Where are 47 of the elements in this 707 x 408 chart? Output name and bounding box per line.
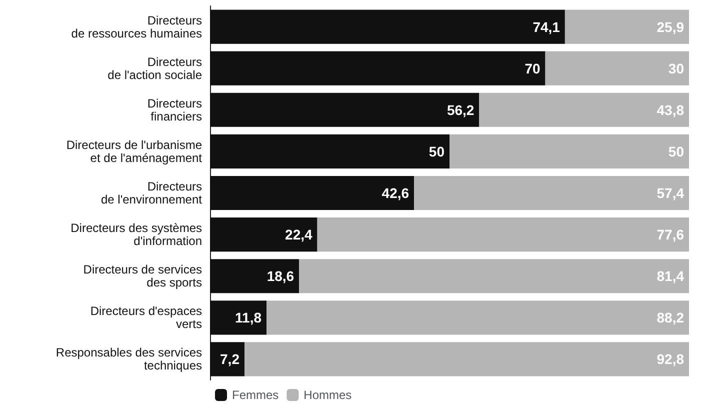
data-label: 50	[668, 143, 684, 160]
bar	[210, 300, 267, 335]
data-label: 74,1	[532, 18, 560, 35]
y-tick-label: Directeurs d'espaces verts	[90, 304, 202, 332]
data-label: 77,6	[656, 226, 684, 243]
bar	[317, 218, 689, 252]
y-tick-label: Directeurs financiers	[147, 96, 202, 124]
bar	[210, 92, 480, 127]
bar	[450, 134, 689, 168]
data-label: 18,6	[266, 268, 294, 284]
y-tick-label: Directeurs de l'environnement	[100, 180, 203, 206]
bar	[210, 176, 414, 210]
data-label: 70	[524, 60, 541, 76]
y-tick-label: Directeurs de l'action sociale	[108, 54, 202, 82]
data-label: 11,8	[235, 310, 262, 326]
data-label: 92,8	[656, 351, 684, 368]
bar	[545, 51, 689, 86]
data-label: 25,9	[656, 18, 684, 35]
bar	[299, 259, 689, 294]
bar	[210, 342, 244, 376]
data-label: 81,4	[656, 268, 684, 284]
y-tick-label: Directeurs de services des sports	[83, 262, 202, 290]
bar	[210, 134, 450, 168]
bar	[266, 300, 689, 335]
data-label: 88,2	[656, 310, 684, 326]
data-label: 57,4	[656, 185, 684, 201]
bar	[210, 218, 318, 252]
data-label: 56,2	[446, 102, 474, 118]
bar	[210, 10, 565, 44]
legend-label: Femmes	[232, 388, 279, 402]
y-tick-label: Directeurs de ressources humaines	[71, 13, 202, 40]
bar	[210, 51, 546, 86]
bar	[479, 92, 689, 127]
data-label: 42,6	[382, 185, 410, 201]
bar	[244, 342, 689, 376]
data-label: 7,2	[220, 351, 240, 368]
data-label: 50	[428, 143, 445, 160]
legend-label: Hommes	[304, 388, 352, 402]
data-label: 30	[668, 60, 684, 76]
y-tick-label: Directeurs des systèmes d'information	[70, 221, 202, 248]
bar	[210, 259, 300, 294]
bar	[414, 176, 689, 210]
y-tick-label: Responsables des services techniques	[56, 346, 202, 373]
y-tick-label: Directeurs de l'urbanisme et de l'aménagement	[66, 138, 203, 165]
data-label: 22,4	[285, 226, 313, 243]
data-label: 43,8	[656, 102, 684, 118]
bar	[564, 10, 689, 44]
